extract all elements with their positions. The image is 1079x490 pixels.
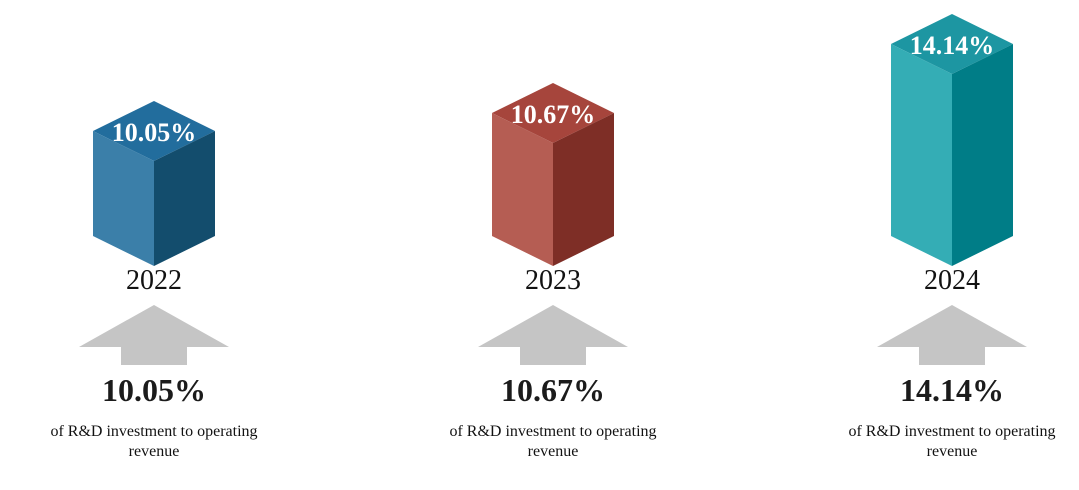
percent-value: 14.14%: [900, 372, 1004, 408]
up-arrow-icon: [877, 305, 1027, 365]
column-2024: 14.14% 2024 14.14% of R&D investment to …: [787, 0, 1079, 490]
bar-3d-2023: 10.67%: [492, 83, 614, 266]
percent-description: of R&D investment to operating revenue: [848, 423, 1056, 460]
percent-description: of R&D investment to operating revenue: [449, 423, 657, 460]
percent-description: of R&D investment to operating revenue: [50, 423, 258, 460]
up-arrow-icon: [478, 305, 628, 365]
column-2022: 10.05% 2022 10.05% of R&D investment to …: [0, 0, 319, 490]
column-2023: 10.67% 2023 10.67% of R&D investment to …: [388, 0, 718, 490]
year-label: 2024: [924, 265, 980, 296]
year-label: 2023: [525, 265, 581, 296]
percent-value: 10.67%: [501, 372, 605, 408]
bar-3d-2024: 14.14%: [891, 14, 1013, 266]
bar-3d-2022: 10.05%: [93, 101, 215, 266]
bar-value-label: 14.14%: [910, 31, 995, 60]
bar-value-label: 10.67%: [511, 100, 596, 129]
up-arrow-icon: [79, 305, 229, 365]
percent-value: 10.05%: [102, 372, 206, 408]
year-label: 2022: [126, 265, 182, 296]
bar-value-label: 10.05%: [112, 118, 197, 147]
